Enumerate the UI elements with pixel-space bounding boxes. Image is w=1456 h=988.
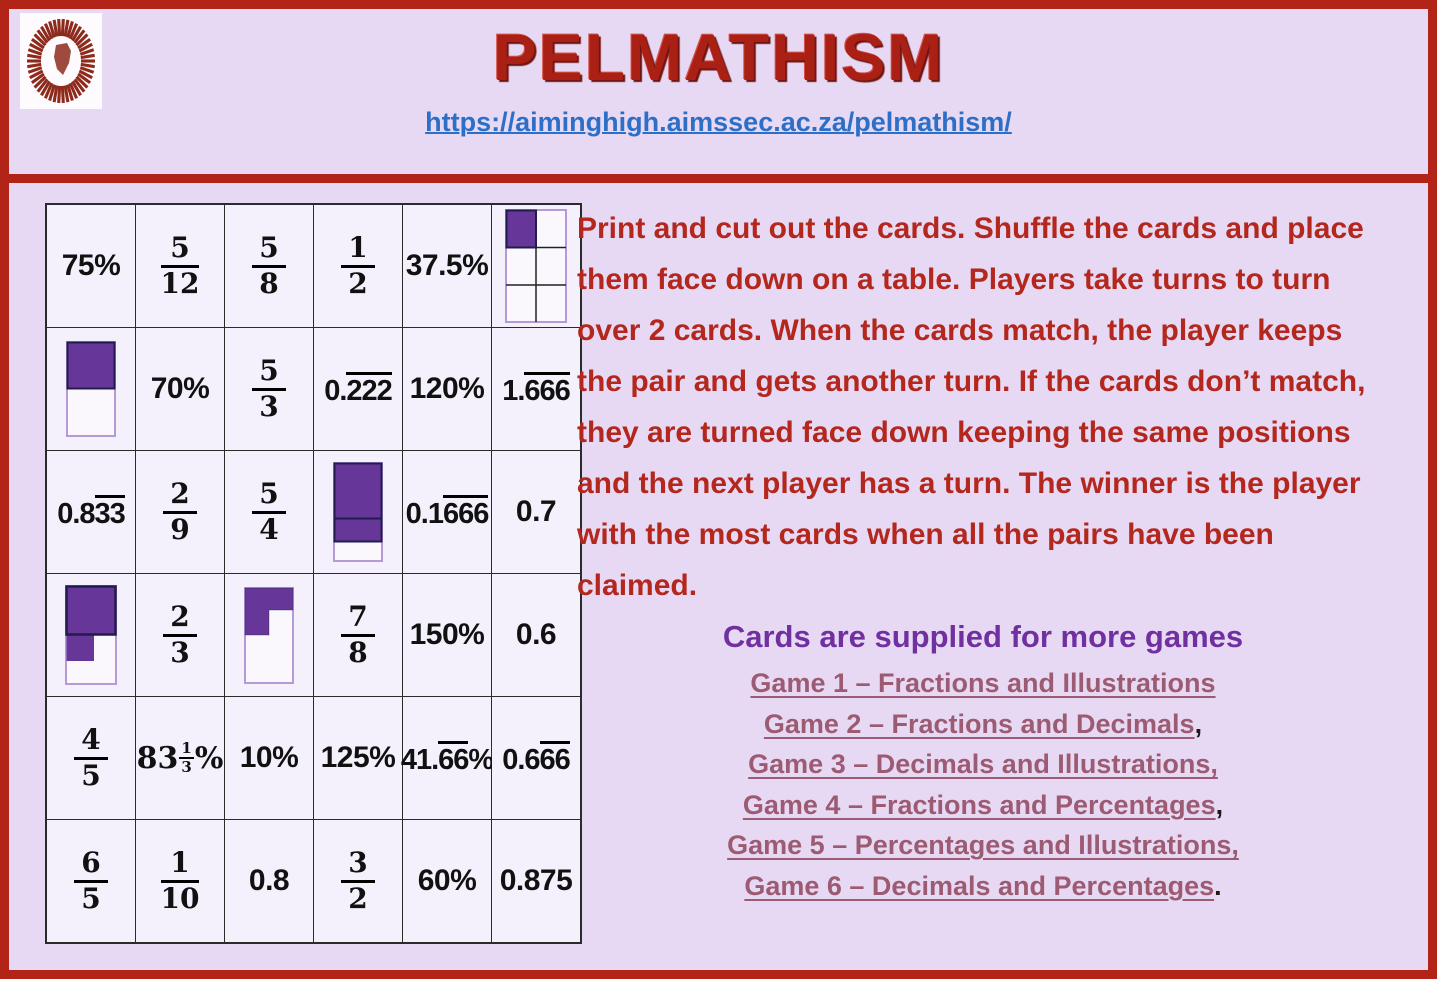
card-value: 0.8 — [248, 864, 290, 897]
card-cell-r1c6 — [492, 205, 580, 327]
card-cell-r3c1: 0.833 — [47, 451, 135, 573]
one-sixth-grid-illustration — [505, 209, 567, 323]
card-value: 10% — [239, 741, 299, 774]
card-cell-r4c3 — [225, 574, 313, 696]
card-cell-r6c5: 60% — [403, 820, 491, 942]
card-value: 0.7 — [515, 495, 557, 528]
game-6-link[interactable]: Game 6 – Decimals and Percentages. — [744, 870, 1222, 901]
card-cell-r3c5: 0.1666 — [403, 451, 491, 573]
card-cell-r5c6: 0.666 — [492, 697, 580, 819]
card-grid: 75% 5 12 5 8 1 2 37.5% 70% 5 3 0.222 120% 1.666 0.833… — [45, 203, 582, 944]
card-fraction: 1 10 — [160, 846, 200, 915]
card-value: 0.6 — [515, 618, 557, 651]
card-fraction: 5 12 — [160, 231, 200, 300]
game-3-link[interactable]: Game 3 – Decimals and Illustrations, — [748, 749, 1218, 779]
instructions-text: Print and cut out the cards. Shuffle the… — [577, 212, 1366, 602]
card-value: 75% — [61, 249, 121, 282]
card-cell-r4c1 — [47, 574, 135, 696]
card-cell-r3c6: 0.7 — [492, 451, 580, 573]
aimssec-logo — [20, 13, 102, 109]
card-cell-r2c6: 1.666 — [492, 328, 580, 450]
one-half-bar-illustration — [66, 341, 116, 437]
card-cell-r6c3: 0.8 — [225, 820, 313, 942]
more-games-heading: Cards are supplied for more games — [722, 619, 1244, 654]
three-eighths-step-illustration — [244, 586, 294, 684]
card-recurring-decimal: 0.1666 — [406, 494, 489, 529]
card-value: 37.5% — [405, 249, 489, 282]
main-content: 75% 5 12 5 8 1 2 37.5% 70% 5 3 0.222 120% 1.666 0.833… — [9, 183, 1428, 970]
header: PELMATHISM https://aiminghigh.aimssec.ac… — [9, 9, 1428, 174]
card-mixed-number: 83 1 3% — [136, 739, 224, 776]
page-title: PELMATHISM — [492, 20, 945, 94]
game-links-list: Game 1 – Fractions and Illustrations Game… — [577, 663, 1389, 906]
card-cell-r5c3: 10% — [225, 697, 313, 819]
card-cell-r2c4: 0.222 — [314, 328, 402, 450]
stacked-bar-illustration — [333, 462, 383, 562]
card-cell-r4c5: 150% — [403, 574, 491, 696]
card-recurring-decimal: 1.666 — [502, 371, 571, 406]
card-recurring-decimal: 0.222 — [324, 371, 393, 406]
card-value: 60% — [417, 864, 477, 897]
card-cell-r3c4 — [314, 451, 402, 573]
card-cell-r5c5: 41.66% — [401, 697, 494, 819]
card-recurring-decimal: 0.833 — [57, 494, 126, 529]
card-recurring-decimal: 41.66% — [401, 740, 494, 775]
card-cell-r2c1 — [47, 328, 135, 450]
card-value: 120% — [409, 372, 485, 405]
card-cell-r4c6: 0.6 — [492, 574, 580, 696]
card-cell-r6c6: 0.875 — [492, 820, 580, 942]
five-eighths-step-illustration — [65, 585, 117, 685]
game-4-link[interactable]: Game 4 – Fractions and Percentages, — [742, 789, 1224, 820]
game-5-link[interactable]: Game 5 – Percentages and Illustrations, — [727, 830, 1239, 860]
right-column: Print and cut out the cards. Shuffle the… — [577, 203, 1389, 906]
card-value: 70% — [150, 372, 210, 405]
card-cell-r1c2: 5 12 — [136, 205, 224, 327]
card-cell-r1c5: 37.5% — [403, 205, 491, 327]
card-cell-r6c2: 1 10 — [136, 820, 224, 942]
card-value: 125% — [320, 741, 396, 774]
header-divider — [9, 174, 1428, 183]
card-cell-r2c5: 120% — [403, 328, 491, 450]
card-value: 0.875 — [499, 864, 573, 897]
card-cell-r2c2: 70% — [136, 328, 224, 450]
card-cell-r1c1: 75% — [47, 205, 135, 327]
card-cell-r5c4: 125% — [314, 697, 402, 819]
card-cell-r5c2: 83 1 3% — [136, 697, 224, 819]
game-2-link[interactable]: Game 2 – Fractions and Decimals, — [763, 708, 1203, 739]
worksheet-page: PELMATHISM https://aiminghigh.aimssec.ac… — [0, 0, 1437, 979]
africa-sunburst-icon — [27, 19, 95, 103]
card-recurring-decimal: 0.666 — [502, 740, 571, 775]
card-value: 150% — [409, 618, 485, 651]
game-1-link[interactable]: Game 1 – Fractions and Illustrations — [750, 668, 1216, 698]
site-url-link[interactable]: https://aiminghigh.aimssec.ac.za/pelmath… — [425, 107, 1012, 137]
